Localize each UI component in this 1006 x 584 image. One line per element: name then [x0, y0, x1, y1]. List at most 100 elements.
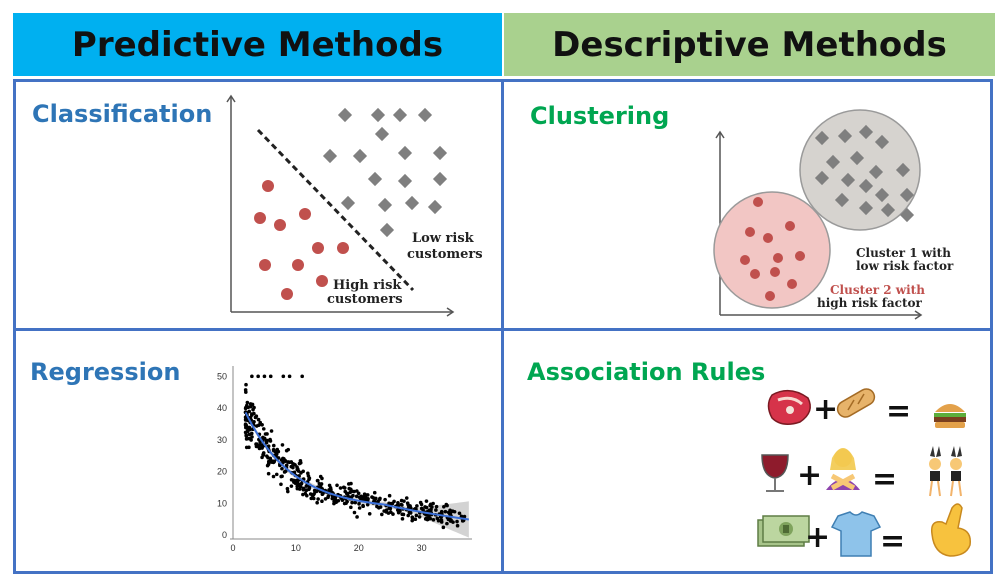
- classification-y-arrow: [226, 94, 236, 103]
- regression-point: [280, 466, 284, 471]
- regression-point: [296, 469, 301, 473]
- horizontal-divider: [13, 328, 993, 331]
- bread-icon: [836, 388, 876, 418]
- regression-point: [333, 497, 338, 502]
- low-risk-point: [374, 126, 390, 142]
- low-risk-point: [432, 145, 448, 161]
- regression-x-tick: 0: [230, 543, 235, 553]
- cluster-2-point: [745, 227, 755, 237]
- regression-point: [452, 509, 457, 514]
- regression-point: [340, 498, 345, 502]
- cluster-1-point: [880, 202, 896, 218]
- regression-y-tick: 20: [217, 467, 227, 477]
- regression-point: [446, 517, 451, 522]
- regression-point: [350, 500, 354, 505]
- low-risk-point: [404, 195, 420, 211]
- regression-point: [243, 430, 248, 435]
- classification-x-arrow: [446, 307, 455, 317]
- regression-point: [328, 489, 333, 493]
- low-risk-point: [379, 222, 395, 238]
- cluster-1-circle: [799, 109, 921, 231]
- regression-point: [274, 472, 279, 477]
- regression-point: [285, 486, 290, 491]
- regression-point: [304, 488, 309, 492]
- cluster-1-point: [868, 164, 884, 180]
- regression-point: [348, 487, 353, 492]
- cluster-1-point: [837, 128, 853, 144]
- regression-point: [417, 515, 422, 519]
- regression-point: [273, 450, 278, 454]
- regression-point: [443, 509, 448, 514]
- predictive-methods-title: Predictive Methods: [71, 24, 444, 65]
- cluster-2-point: [740, 255, 750, 265]
- cluster-1-label-2: low risk factor: [856, 259, 954, 273]
- high-risk-label-2: customers: [327, 292, 403, 307]
- regression-point: [399, 498, 404, 503]
- cluster-2-point: [750, 269, 760, 279]
- regression-point: [439, 518, 444, 522]
- regression-point: [245, 400, 250, 405]
- regression-point: [398, 509, 402, 513]
- regression-point: [261, 453, 266, 457]
- regression-point: [352, 489, 356, 494]
- regression-point: [254, 424, 259, 428]
- regression-point: [382, 509, 386, 513]
- regression-point: [257, 444, 261, 448]
- regression-point: [312, 491, 316, 496]
- regression-point: [388, 510, 393, 514]
- regression-point: [408, 511, 413, 515]
- regression-point: [355, 515, 359, 519]
- regression-point: [349, 505, 353, 510]
- low-risk-point: [397, 173, 413, 189]
- predictive-methods-header: Predictive Methods: [13, 13, 502, 76]
- low-risk-label-1: Low risk: [412, 231, 475, 246]
- clustering-y-arrow: [715, 130, 725, 139]
- regression-point: [357, 502, 361, 506]
- regression-point: [348, 490, 353, 495]
- association-rules-label: Association Rules: [527, 358, 766, 386]
- regression-point: [388, 506, 393, 511]
- descriptive-methods-title: Descriptive Methods: [552, 24, 947, 65]
- regression-point: [281, 456, 285, 461]
- cluster-2-label-2: high risk factor: [817, 296, 922, 310]
- regression-point: [279, 482, 283, 487]
- regression-point: [316, 497, 320, 501]
- regression-point: [400, 517, 405, 521]
- regression-point: [377, 505, 381, 510]
- low-risk-point: [392, 107, 408, 123]
- low-risk-point: [322, 148, 338, 164]
- regression-point: [300, 374, 304, 379]
- high-risk-point: [316, 275, 328, 287]
- regression-point: [341, 485, 346, 490]
- cluster-2-point: [765, 291, 775, 301]
- regression-point: [244, 423, 248, 428]
- regression-point: [414, 513, 419, 518]
- low-risk-point: [432, 171, 448, 187]
- regression-point: [428, 503, 432, 508]
- regression-point: [286, 489, 290, 494]
- regression-point: [265, 454, 269, 458]
- regression-point: [251, 407, 255, 412]
- regression-point: [451, 520, 455, 524]
- regression-point: [261, 427, 266, 431]
- regression-point: [434, 508, 438, 512]
- regression-point: [326, 494, 331, 498]
- regression-point: [419, 506, 424, 511]
- regression-point: [434, 504, 439, 509]
- regression-point: [271, 443, 276, 448]
- cluster-1-point: [840, 172, 856, 188]
- regression-point: [390, 501, 395, 506]
- cluster-1-point: [858, 200, 874, 216]
- regression-point: [327, 483, 332, 488]
- decision-boundary: [256, 128, 415, 292]
- regression-point: [268, 437, 272, 442]
- regression-point: [370, 495, 374, 499]
- vertical-divider: [501, 79, 504, 574]
- regression-point: [276, 449, 281, 454]
- regression-point: [260, 444, 265, 449]
- regression-point: [247, 445, 251, 450]
- regression-y-tick: 10: [217, 498, 227, 508]
- regression-point: [293, 463, 297, 467]
- regression-point: [419, 502, 424, 507]
